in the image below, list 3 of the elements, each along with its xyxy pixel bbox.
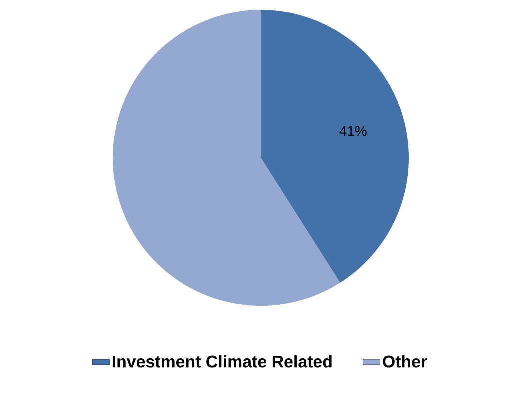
legend-label: Other [383,355,428,368]
legend-label: Investment Climate Related [112,355,332,368]
data-label: 41% [340,126,367,136]
